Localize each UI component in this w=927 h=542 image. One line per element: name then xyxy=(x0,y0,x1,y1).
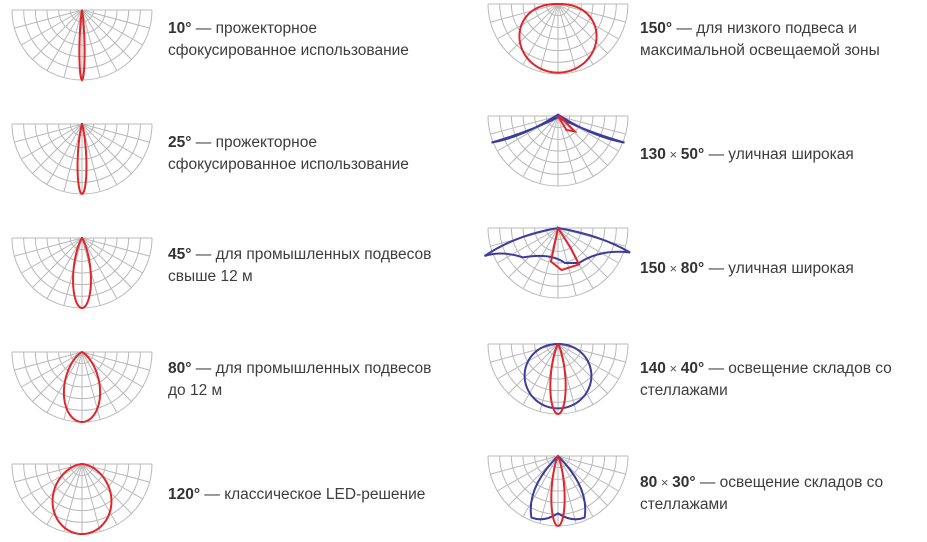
caption-line1: уличная широкая xyxy=(728,260,854,277)
caption-line2: стеллажами xyxy=(640,496,728,513)
caption-line1: прожекторное xyxy=(215,134,317,151)
light-curve-longitudinal xyxy=(549,225,581,272)
polar-grid xyxy=(487,227,629,299)
caption-140x40: 140 × 40° — освещение складов со стеллаж… xyxy=(640,360,892,399)
light-curve-longitudinal xyxy=(549,342,567,416)
polar-grid xyxy=(487,343,629,415)
light-curve xyxy=(62,351,102,424)
angle-label-2: 30° xyxy=(672,474,696,491)
caption-line1: для промышленных подвесов xyxy=(215,360,432,377)
angle-label: 10° xyxy=(168,20,192,37)
caption-150x80: 150 × 80° — уличная широкая xyxy=(640,260,854,277)
angle-label: 45° xyxy=(168,246,192,263)
caption-line2: максимальной освещаемой зоны xyxy=(640,42,880,59)
polar-diagram-45 xyxy=(8,234,156,316)
caption-line2: свыше 12 м xyxy=(168,268,253,285)
caption-80x30: 80 × 30° — освещение складов со стеллажа… xyxy=(640,474,884,513)
caption-line2: сфокусированное использование xyxy=(168,156,409,173)
light-curve-transverse xyxy=(523,342,593,410)
caption-line1: освещение складов со xyxy=(728,360,892,377)
angle-label: 150° xyxy=(640,20,673,37)
polar-grid xyxy=(11,463,153,535)
light-curve xyxy=(72,237,92,310)
caption-line1: для промышленных подвесов xyxy=(215,246,432,263)
caption-150: 150° — для низкого подвеса и максимально… xyxy=(640,20,880,59)
angle-label-2: 80° xyxy=(680,260,705,277)
light-curve-transverse xyxy=(491,113,625,144)
light-curve-transverse xyxy=(484,226,631,264)
polar-diagram-80x30 xyxy=(484,452,632,534)
caption-line2: стеллажами xyxy=(640,382,728,399)
light-curve-longitudinal xyxy=(557,115,578,133)
caption-line1: уличная широкая xyxy=(728,146,854,163)
light-curve-longitudinal xyxy=(550,455,566,528)
polar-grid xyxy=(487,115,629,187)
angle-label: 140 xyxy=(640,360,666,377)
angle-label-2: 40° xyxy=(680,360,705,377)
polar-grid xyxy=(487,3,629,75)
angle-label: 120° xyxy=(168,486,201,503)
caption-10: 10° — прожекторное сфокусированное испол… xyxy=(168,20,409,59)
caption-line1: для низкого подвеса и xyxy=(696,20,857,37)
caption-130x50: 130 × 50° — уличная широкая xyxy=(640,146,854,163)
polar-diagram-25 xyxy=(8,120,156,202)
polar-diagram-80 xyxy=(8,348,156,430)
polar-grid xyxy=(11,351,153,423)
polar-diagram-120 xyxy=(8,460,156,542)
polar-grid xyxy=(11,237,153,309)
polar-diagram-150x80 xyxy=(484,224,632,306)
caption-line2: сфокусированное использование xyxy=(168,42,409,59)
caption-line1: прожекторное xyxy=(215,20,317,37)
angle-label: 150 xyxy=(640,260,666,277)
polar-grid xyxy=(11,123,153,195)
polar-grid xyxy=(11,9,153,81)
angle-label-2: 50° xyxy=(680,146,705,163)
polar-diagram-130x50 xyxy=(484,112,632,194)
polar-diagram-140x40 xyxy=(484,340,632,422)
polar-diagram-10 xyxy=(8,6,156,88)
caption-120: 120° — классическое LED-решение xyxy=(168,486,426,503)
caption-25: 25° — прожекторное сфокусированное испол… xyxy=(168,134,409,173)
caption-45: 45° — для промышленных подвесов свыше 12… xyxy=(168,246,432,285)
caption-line2: до 12 м xyxy=(168,382,223,399)
angle-label: 130 xyxy=(640,146,666,163)
polar-grid xyxy=(487,455,629,527)
caption-line1: освещение складов со xyxy=(719,474,884,491)
light-curve xyxy=(518,2,598,74)
caption-line1: классическое LED-решение xyxy=(224,486,426,503)
light-curve xyxy=(51,463,113,536)
caption-80: 80° — для промышленных подвесов до 12 м xyxy=(168,360,432,399)
light-curve-transverse xyxy=(529,454,587,521)
light-curve xyxy=(76,123,88,196)
angle-label: 25° xyxy=(168,134,192,151)
polar-diagram-150 xyxy=(484,0,632,82)
light-curve xyxy=(78,9,86,82)
angle-label: 80° xyxy=(168,360,192,377)
angle-label: 80 xyxy=(640,474,658,491)
